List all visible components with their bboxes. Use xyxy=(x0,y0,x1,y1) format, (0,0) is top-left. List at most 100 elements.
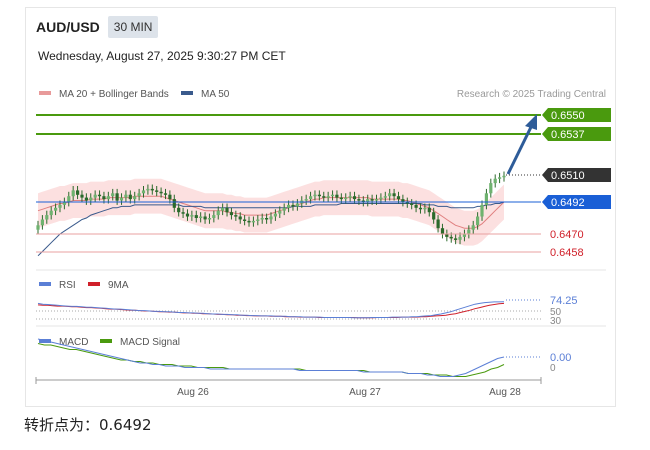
candle xyxy=(265,213,269,224)
candle xyxy=(493,174,497,188)
copyright-label: Research © 2025 Trading Central xyxy=(457,89,606,100)
candle xyxy=(89,193,93,205)
ma20-legend-swatch xyxy=(39,91,51,95)
chart-card: AUD/USD 30 MIN Wednesday, August 27, 202… xyxy=(25,7,616,407)
candle xyxy=(54,203,58,216)
candle xyxy=(181,207,185,218)
candle xyxy=(454,234,458,245)
candle xyxy=(405,197,409,208)
target-arrow-head xyxy=(525,114,537,130)
level-label-support-2: 0.6458 xyxy=(550,247,584,259)
candle xyxy=(317,190,321,201)
candle xyxy=(207,213,212,224)
level-label-pivot: 0.6492 xyxy=(542,195,611,209)
candle xyxy=(401,194,405,207)
candle xyxy=(229,207,233,220)
candle xyxy=(124,190,128,202)
candle xyxy=(212,210,216,223)
candle xyxy=(225,203,229,217)
x-tick-label: Aug 26 xyxy=(177,387,209,398)
candle xyxy=(76,186,80,200)
svg-text:0.6537: 0.6537 xyxy=(551,129,585,141)
candle xyxy=(498,172,502,184)
candle xyxy=(322,191,326,202)
candle xyxy=(199,212,203,223)
candle xyxy=(361,196,365,207)
candle xyxy=(330,190,335,201)
candle xyxy=(348,191,352,202)
candle xyxy=(295,199,299,211)
candle xyxy=(119,193,124,205)
macd-plot xyxy=(37,338,505,377)
candle xyxy=(234,210,238,221)
candle xyxy=(489,178,493,198)
candle xyxy=(335,190,339,202)
candle xyxy=(410,199,414,210)
rsi-value-label: 74.25 xyxy=(550,295,578,307)
candle xyxy=(67,191,71,207)
level-label-target-high: 0.6550 xyxy=(542,108,611,122)
candle xyxy=(260,213,264,224)
candle xyxy=(84,193,88,205)
datetime-label: Wednesday, August 27, 2025 9:30:27 PM CE… xyxy=(38,49,286,63)
svg-text:0.6510: 0.6510 xyxy=(551,170,585,182)
macd-legend-label: MACD xyxy=(59,337,88,348)
candle xyxy=(436,215,440,233)
candle xyxy=(370,194,374,205)
candle xyxy=(366,194,370,207)
chart-header: AUD/USD 30 MIN xyxy=(36,16,159,38)
candle xyxy=(49,206,53,220)
pivot-footer: 转折点为：0.6492 xyxy=(24,416,152,434)
candle xyxy=(238,212,242,224)
candle xyxy=(388,188,392,201)
candle xyxy=(423,203,427,214)
x-tick-label: Aug 27 xyxy=(349,387,381,398)
candle xyxy=(357,194,361,205)
macd-line xyxy=(37,338,505,377)
candle xyxy=(71,186,75,201)
candle xyxy=(440,223,445,239)
candle xyxy=(256,215,260,226)
bollinger-band xyxy=(38,178,504,246)
candle xyxy=(273,209,277,221)
rsi-line xyxy=(37,301,505,319)
ma20-legend-label: MA 20 + Bollinger Bands xyxy=(59,89,169,100)
macd-signal-legend-swatch xyxy=(100,339,112,343)
candle xyxy=(427,203,431,217)
level-label-current: 0.6510 xyxy=(542,168,611,182)
candle xyxy=(480,200,484,221)
candle xyxy=(243,215,247,226)
candle xyxy=(128,190,132,204)
candle xyxy=(159,187,163,198)
ma50-legend-swatch xyxy=(181,91,193,95)
candle xyxy=(194,210,198,223)
rsi-50-label: 50 xyxy=(550,307,562,318)
timeframe-badge[interactable]: 30 MIN xyxy=(107,16,159,38)
candle xyxy=(172,194,176,213)
target-arrow-shaft xyxy=(506,124,534,175)
candle xyxy=(216,206,220,220)
candle xyxy=(168,190,172,204)
level-label-target-low: 0.6537 xyxy=(542,127,611,141)
candle xyxy=(155,186,159,197)
candle xyxy=(278,206,282,218)
candle xyxy=(251,216,255,227)
candle xyxy=(97,190,102,201)
svg-text:0.6550: 0.6550 xyxy=(551,110,585,122)
candle xyxy=(467,225,471,239)
candle xyxy=(137,188,141,201)
candle xyxy=(502,171,506,182)
candle xyxy=(80,190,84,202)
ma50-line xyxy=(37,201,505,257)
candle xyxy=(476,212,480,230)
candle xyxy=(326,191,330,202)
candle xyxy=(282,203,286,216)
candle xyxy=(93,190,97,202)
candle xyxy=(221,203,225,216)
candle xyxy=(111,188,115,201)
candle xyxy=(304,194,308,205)
x-tick-label: Aug 28 xyxy=(489,387,521,398)
level-label-support-1: 0.6470 xyxy=(550,229,584,241)
candle xyxy=(313,190,317,201)
candle xyxy=(445,229,449,242)
